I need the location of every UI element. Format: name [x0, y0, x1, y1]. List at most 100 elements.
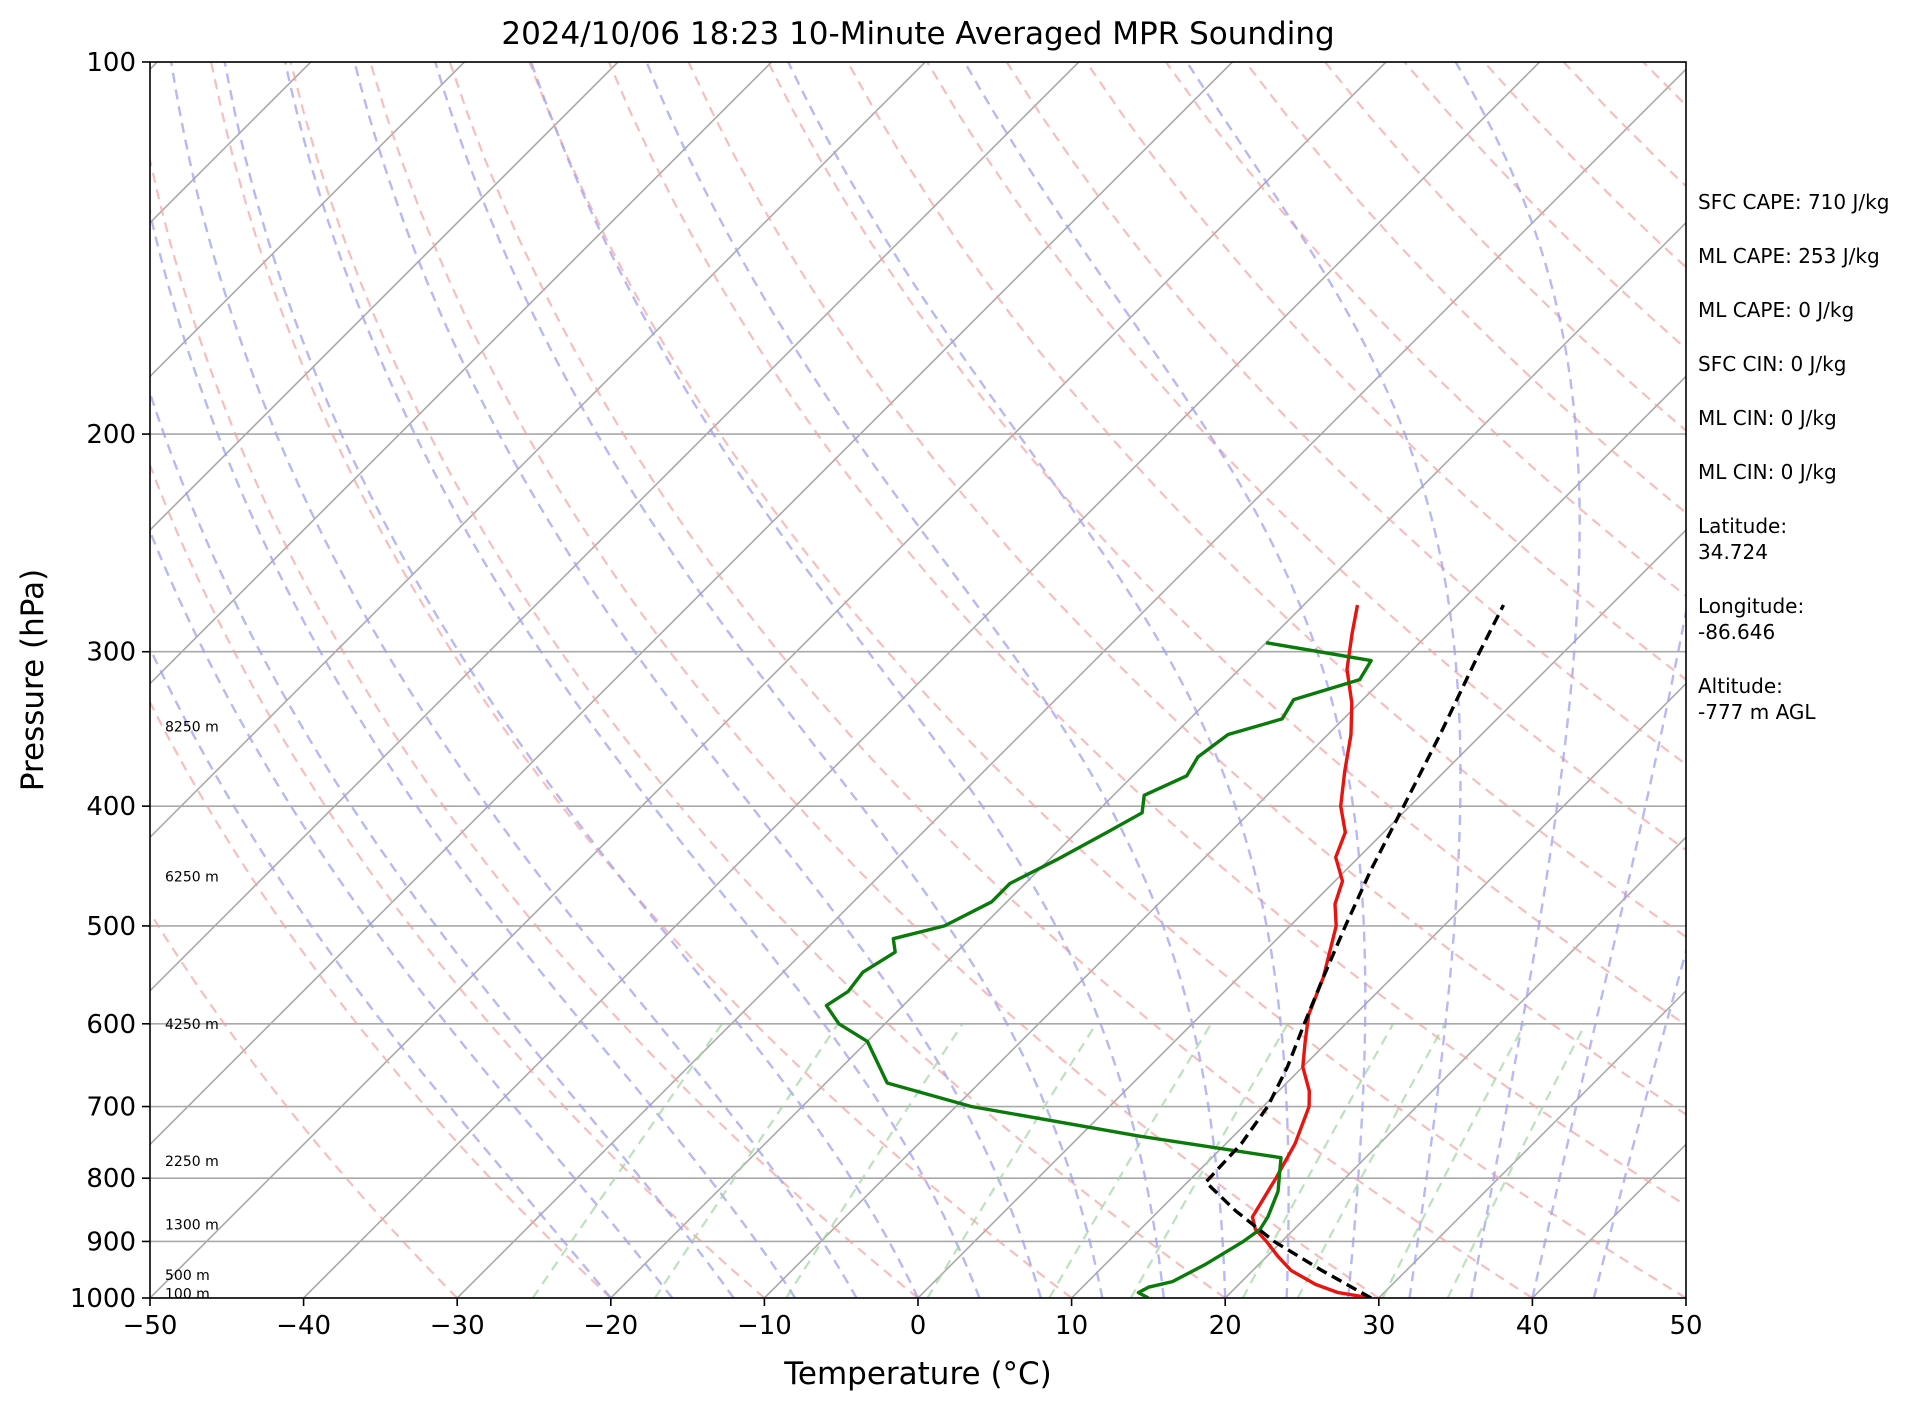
moist-adiabat — [787, 62, 1290, 1298]
stat-line: ML CIN: 0 J/kg — [1698, 406, 1837, 430]
moist-adiabats — [150, 62, 1686, 1298]
dry-adiabat — [210, 62, 1073, 1298]
x-tick-label: −30 — [430, 1311, 485, 1341]
isotherm--70 — [150, 62, 1080, 992]
stat-line: ML CAPE: 0 J/kg — [1698, 298, 1854, 322]
stat-line: -777 m AGL — [1698, 700, 1816, 724]
moist-adiabat — [1185, 62, 1462, 1298]
dry-adiabat — [687, 62, 1686, 1116]
isotherm--10 — [763, 375, 1686, 1298]
dry-adiabat — [150, 699, 612, 1298]
height-labels: 100 m 500 m 1300 m 2250 m 4250 m 6250 m 8250 m — [165, 720, 219, 1303]
x-tick-label: −20 — [583, 1311, 638, 1341]
isotherm-30 — [1378, 989, 1686, 1298]
dry-adiabat — [1165, 62, 1686, 598]
isotherm--100 — [150, 62, 619, 532]
y-axis-title: Pressure (hPa) — [15, 569, 51, 791]
moist-adiabat — [1531, 605, 1686, 1298]
sounding-stats-panel: SFC CAPE: 710 J/kg ML CAPE: 253 J/kg ML CA… — [1698, 190, 1889, 724]
isotherm--50 — [150, 62, 1387, 1298]
y-tick-label: 100 — [86, 48, 136, 78]
x-tick-label: −50 — [123, 1311, 178, 1341]
stat-latitude: Latitude: 34.724 — [1698, 514, 1787, 564]
moist-adiabat — [170, 62, 858, 1298]
x-tick-label: 0 — [910, 1311, 927, 1341]
isotherm--140 — [0, 62, 4, 1298]
isotherm--40 — [303, 62, 1541, 1298]
mixing-ratio-line — [653, 1023, 840, 1298]
y-tick-label: 700 — [86, 1093, 136, 1123]
stat-line: Longitude: — [1698, 594, 1804, 618]
dry-adiabat — [150, 154, 919, 1298]
moist-adiabat — [434, 62, 1104, 1298]
height-label: 100 m — [165, 1287, 210, 1303]
y-tick-label: 500 — [86, 912, 136, 942]
x-tick-label: −40 — [276, 1311, 331, 1341]
moist-adiabat — [223, 62, 920, 1298]
mixing-ratio-line — [1241, 1023, 1395, 1298]
height-label: 1300 m — [165, 1217, 219, 1233]
dry-adiabat — [1005, 62, 1686, 766]
height-label: 8250 m — [165, 720, 219, 736]
mixing-ratio-line — [785, 1023, 964, 1298]
height-label: 6250 m — [165, 869, 219, 885]
dry-adiabats — [150, 62, 1686, 1298]
plot-background — [150, 62, 1686, 1298]
moist-adiabat — [529, 62, 1165, 1298]
y-tick-label: 900 — [86, 1227, 136, 1257]
isotherm--20 — [610, 221, 1686, 1298]
y-tick-label: 300 — [86, 638, 136, 668]
isotherm--30 — [456, 68, 1686, 1298]
isotherm-20 — [1224, 836, 1686, 1298]
isotherm--60 — [150, 62, 1233, 1146]
stat-sfc-cape: SFC CAPE: 710 J/kg — [1698, 190, 1889, 214]
stat-line: ML CAPE: 253 J/kg — [1698, 244, 1880, 268]
moist-adiabat — [1592, 947, 1686, 1298]
moist-adiabat — [963, 62, 1367, 1298]
stat-sfc-cin: SFC CIN: 0 J/kg — [1698, 352, 1846, 376]
moist-adiabat — [1454, 62, 1581, 1298]
y-tick-label: 1000 — [70, 1284, 136, 1314]
dry-adiabat — [150, 910, 458, 1298]
mixing-ratio-line — [531, 1023, 724, 1298]
dry-adiabat — [150, 462, 766, 1298]
x-tick-label: 40 — [1516, 1311, 1549, 1341]
stat-altitude: Altitude: -777 m AGL — [1698, 674, 1816, 724]
stat-line: Altitude: — [1698, 674, 1783, 698]
y-tick-label: 400 — [86, 792, 136, 822]
stat-ml-cin-2: ML CIN: 0 J/kg — [1698, 460, 1837, 484]
stat-line: SFC CIN: 0 J/kg — [1698, 352, 1846, 376]
dewpoint-line — [824, 641, 1373, 1298]
moist-adiabat — [284, 62, 981, 1298]
stat-line: -86.646 — [1698, 620, 1775, 644]
stat-line: 34.724 — [1698, 540, 1768, 564]
height-label: 4250 m — [165, 1017, 219, 1033]
mixing-ratio-lines — [531, 1023, 1587, 1298]
moist-adiabat — [150, 528, 674, 1298]
x-tick-label: 50 — [1669, 1311, 1702, 1341]
stat-line: Latitude: — [1698, 514, 1787, 538]
y-tick-label: 600 — [86, 1010, 136, 1040]
moist-adiabat — [353, 62, 1043, 1298]
reference-lines — [0, 62, 1686, 1298]
temperature-line — [1250, 604, 1372, 1298]
x-tick-label: 10 — [1055, 1311, 1088, 1341]
mixing-ratio-line — [1446, 1023, 1587, 1298]
dry-adiabat — [846, 62, 1686, 939]
sounding-series — [824, 604, 1506, 1298]
stat-longitude: Longitude: -86.646 — [1698, 594, 1804, 644]
mixing-ratio-line — [926, 1023, 1097, 1298]
isotherm-10 — [1071, 682, 1686, 1298]
y-axis: 1000 900 800 700 600 500 400 300 200 100 — [70, 48, 150, 1314]
y-tick-label: 200 — [86, 420, 136, 450]
dry-adiabat — [448, 62, 1533, 1298]
mixing-ratio-line — [1296, 1023, 1446, 1298]
stat-line: SFC CAPE: 710 J/kg — [1698, 190, 1889, 214]
height-label: 500 m — [165, 1268, 210, 1284]
mixing-ratio-line — [1381, 1023, 1526, 1298]
chart-title: 2024/10/06 18:23 10-Minute Averaged MPR … — [501, 16, 1334, 52]
stat-ml-cape-2: ML CAPE: 0 J/kg — [1698, 298, 1854, 322]
x-axis-title: Temperature (°C) — [783, 1356, 1052, 1392]
dry-adiabat — [289, 62, 1226, 1298]
